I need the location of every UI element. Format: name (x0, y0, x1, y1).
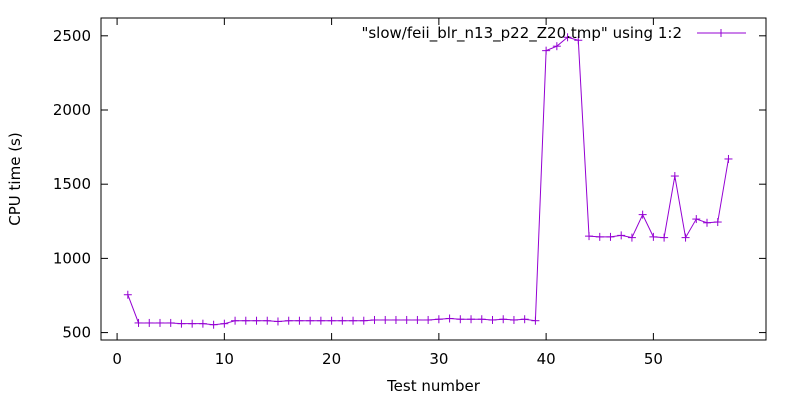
data-point (434, 315, 443, 324)
data-point (316, 316, 325, 325)
data-point (349, 316, 358, 325)
data-point (188, 319, 197, 328)
plot-border (100, 17, 767, 341)
data-point (145, 318, 154, 327)
y-tick-label: 500 (62, 324, 91, 342)
data-point (241, 316, 250, 325)
data-point (488, 315, 497, 324)
x-tick-label: 30 (429, 350, 448, 368)
x-tick-label: 20 (322, 350, 341, 368)
data-point (263, 316, 272, 325)
series-layer (123, 33, 733, 329)
data-point (724, 154, 733, 163)
data-point (359, 316, 368, 325)
data-point (134, 318, 143, 327)
data-point (338, 316, 347, 325)
data-point (327, 316, 336, 325)
data-point (638, 210, 647, 219)
data-point (456, 315, 465, 324)
data-point (531, 316, 540, 325)
data-point (424, 315, 433, 324)
x-axis-ticks: 0 10 20 30 40 50 (112, 18, 663, 368)
data-point (445, 314, 454, 323)
data-point (220, 319, 229, 328)
legend-series-label: "slow/feii_blr_n13_p22_Z20.tmp" using 1:… (361, 24, 682, 43)
data-point (649, 232, 658, 241)
data-point (284, 316, 293, 325)
x-tick-label: 10 (215, 350, 234, 368)
legend-series-marker (717, 29, 725, 37)
data-point (617, 231, 626, 240)
data-point (402, 315, 411, 324)
data-point (703, 218, 712, 227)
data-point (692, 215, 701, 224)
data-point (155, 318, 164, 327)
data-point (123, 290, 132, 299)
data-point (467, 315, 476, 324)
data-point (391, 315, 400, 324)
x-tick-label: 0 (112, 350, 122, 368)
data-point (660, 233, 669, 242)
data-point (209, 320, 218, 329)
data-point (681, 233, 690, 242)
plot-frame (100, 17, 767, 341)
data-point (252, 316, 261, 325)
y-tick-label: 2000 (53, 101, 91, 119)
x-tick-label: 40 (537, 350, 556, 368)
data-point (166, 318, 175, 327)
data-point (306, 316, 315, 325)
data-point (713, 218, 722, 227)
data-point (585, 232, 594, 241)
legend-marker-plus (717, 29, 725, 37)
data-point (563, 33, 572, 42)
x-axis-label: Test number (386, 377, 481, 395)
data-point (606, 232, 615, 241)
y-axis-label: CPU time (s) (6, 132, 24, 225)
data-point (198, 319, 207, 328)
y-tick-label: 2500 (53, 27, 91, 45)
data-point (273, 317, 282, 326)
data-point (552, 42, 561, 51)
data-point (177, 319, 186, 328)
data-point (413, 315, 422, 324)
data-point (381, 315, 390, 324)
data-point (542, 46, 551, 55)
legend: "slow/feii_blr_n13_p22_Z20.tmp" using 1:… (361, 24, 746, 43)
data-point (627, 233, 636, 242)
x-tick-label: 50 (644, 350, 663, 368)
data-point (295, 316, 304, 325)
series-line (127, 36, 729, 326)
y-tick-label: 1000 (53, 249, 91, 267)
data-point (574, 36, 583, 45)
data-point (520, 315, 529, 324)
data-point (370, 315, 379, 324)
data-point (231, 316, 240, 325)
data-point (477, 315, 486, 324)
data-point (595, 232, 604, 241)
data-point (499, 315, 508, 324)
data-point (670, 172, 679, 181)
y-tick-label: 1500 (53, 175, 91, 193)
y-axis-ticks: 500 1000 1500 2000 2500 (53, 27, 766, 342)
data-point (509, 315, 518, 324)
